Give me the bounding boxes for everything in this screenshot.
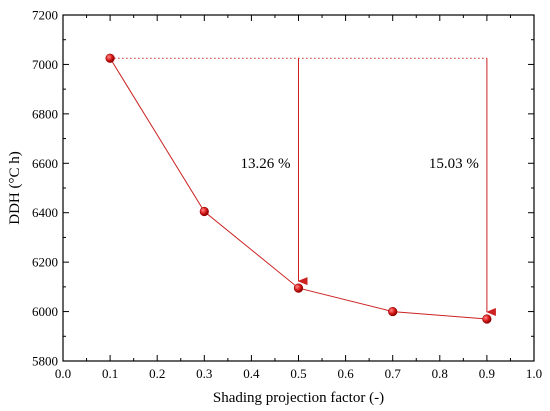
y-tick-label: 6200	[32, 255, 58, 270]
y-tick-label: 6400	[32, 205, 58, 220]
x-axis-title: Shading projection factor (-)	[213, 390, 384, 406]
data-point	[105, 53, 115, 63]
x-tick-label: 0.8	[432, 366, 448, 381]
x-tick-label: 0.9	[479, 366, 495, 381]
data-point	[293, 283, 304, 293]
data-point	[199, 206, 209, 217]
x-tick-label: 0.1	[102, 366, 118, 381]
series-markers	[105, 53, 492, 324]
y-axis-title: DDH (°C h)	[7, 151, 23, 225]
x-tick-label: 1.0	[526, 366, 542, 381]
data-point	[388, 306, 398, 317]
data-point	[482, 314, 492, 324]
y-tick-label: 7000	[32, 57, 58, 72]
x-axis: 0.0 0.1 0.2 0.3 0.4 0.5 0.6 0.7 0.8 0.9 1.0	[55, 15, 542, 381]
annotation-label: 13.26 %	[241, 156, 291, 172]
y-tick-label: 5800	[32, 354, 58, 369]
annotation-label: 15.03 %	[429, 156, 479, 172]
y-axis: 5800 6000 6200 6400 6600 6800 7000 7200	[32, 8, 534, 369]
annotation-arrows	[297, 58, 496, 316]
y-tick-label: 6600	[32, 156, 58, 171]
x-tick-label: 0.2	[149, 366, 165, 381]
x-tick-label: 0.6	[337, 366, 354, 381]
y-tick-label: 6000	[32, 304, 58, 319]
y-tick-label: 6800	[32, 106, 58, 121]
x-tick-label: 0.4	[243, 366, 260, 381]
y-tick-label: 7200	[32, 8, 58, 23]
x-tick-label: 0.5	[290, 366, 306, 381]
annotation-labels: 13.26 % 15.03 %	[241, 156, 479, 172]
x-tick-label: 0.3	[196, 366, 212, 381]
x-tick-label: 0.0	[55, 366, 71, 381]
x-tick-label: 0.7	[385, 366, 402, 381]
